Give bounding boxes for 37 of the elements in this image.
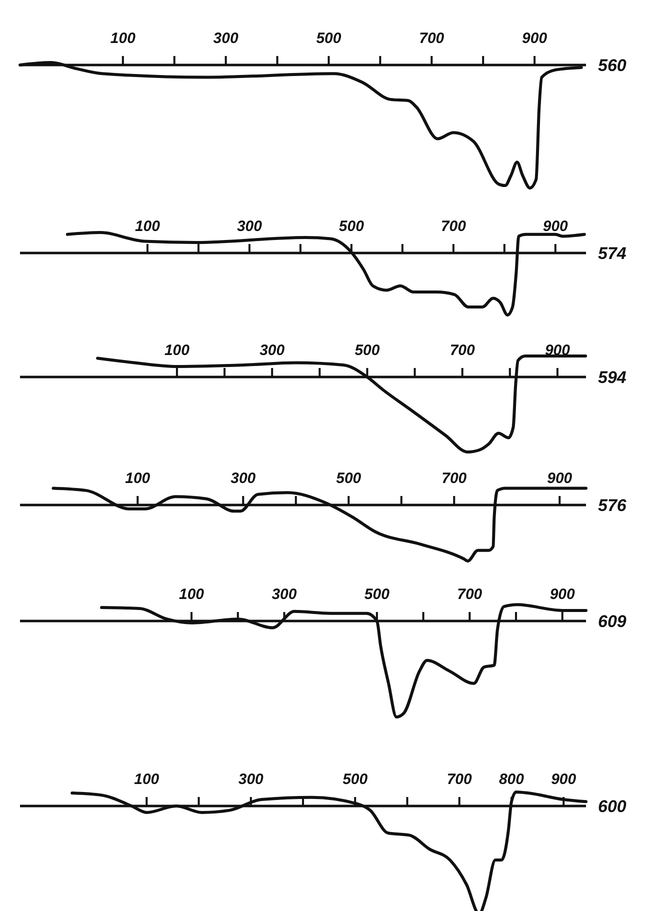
x-tick-label: 700 <box>419 30 445 47</box>
x-tick-label: 500 <box>336 470 362 487</box>
x-tick-label: 100 <box>134 771 160 788</box>
x-tick-label: 500 <box>354 342 380 359</box>
text: 576 <box>598 496 627 515</box>
x-tick-label: 900 <box>547 470 573 487</box>
x-tick-label: 500 <box>364 586 390 603</box>
x-tick-label: 900 <box>550 586 576 603</box>
x-tick-label: 300 <box>213 30 239 47</box>
x-tick-label: 700 <box>442 470 468 487</box>
x-tick-label: 800 <box>498 771 525 788</box>
x-tick-label: 100 <box>179 586 205 603</box>
x-tick-label: 500 <box>342 771 368 788</box>
x-tick-label: 100 <box>164 342 190 359</box>
x-tick-label: 300 <box>238 771 264 788</box>
x-tick-label: 700 <box>457 586 483 603</box>
x-tick-label: 300 <box>260 342 286 359</box>
x-tick-label: 100 <box>134 218 161 235</box>
x-tick-label: 700 <box>446 771 473 788</box>
x-tick-label: 500 <box>316 30 342 47</box>
x-tick-label: 900 <box>542 218 569 235</box>
x-tick-label: 900 <box>551 771 577 788</box>
text: 600 <box>598 797 627 816</box>
x-tick-label: 300 <box>230 470 256 487</box>
x-tick-label: 700 <box>450 342 476 359</box>
x-tick-label: 900 <box>544 342 571 359</box>
x-tick-label: 900 <box>522 30 548 47</box>
text: 560 <box>598 56 627 75</box>
text: 574 <box>598 244 627 263</box>
text: 609 <box>598 612 627 631</box>
x-tick-label: 100 <box>125 470 151 487</box>
x-tick-label: 700 <box>440 218 467 235</box>
x-tick-label: 100 <box>110 30 136 47</box>
x-tick-label: 500 <box>338 218 365 235</box>
x-tick-label: 300 <box>236 218 263 235</box>
x-tick-label: 300 <box>272 586 298 603</box>
text: 594 <box>598 368 627 387</box>
